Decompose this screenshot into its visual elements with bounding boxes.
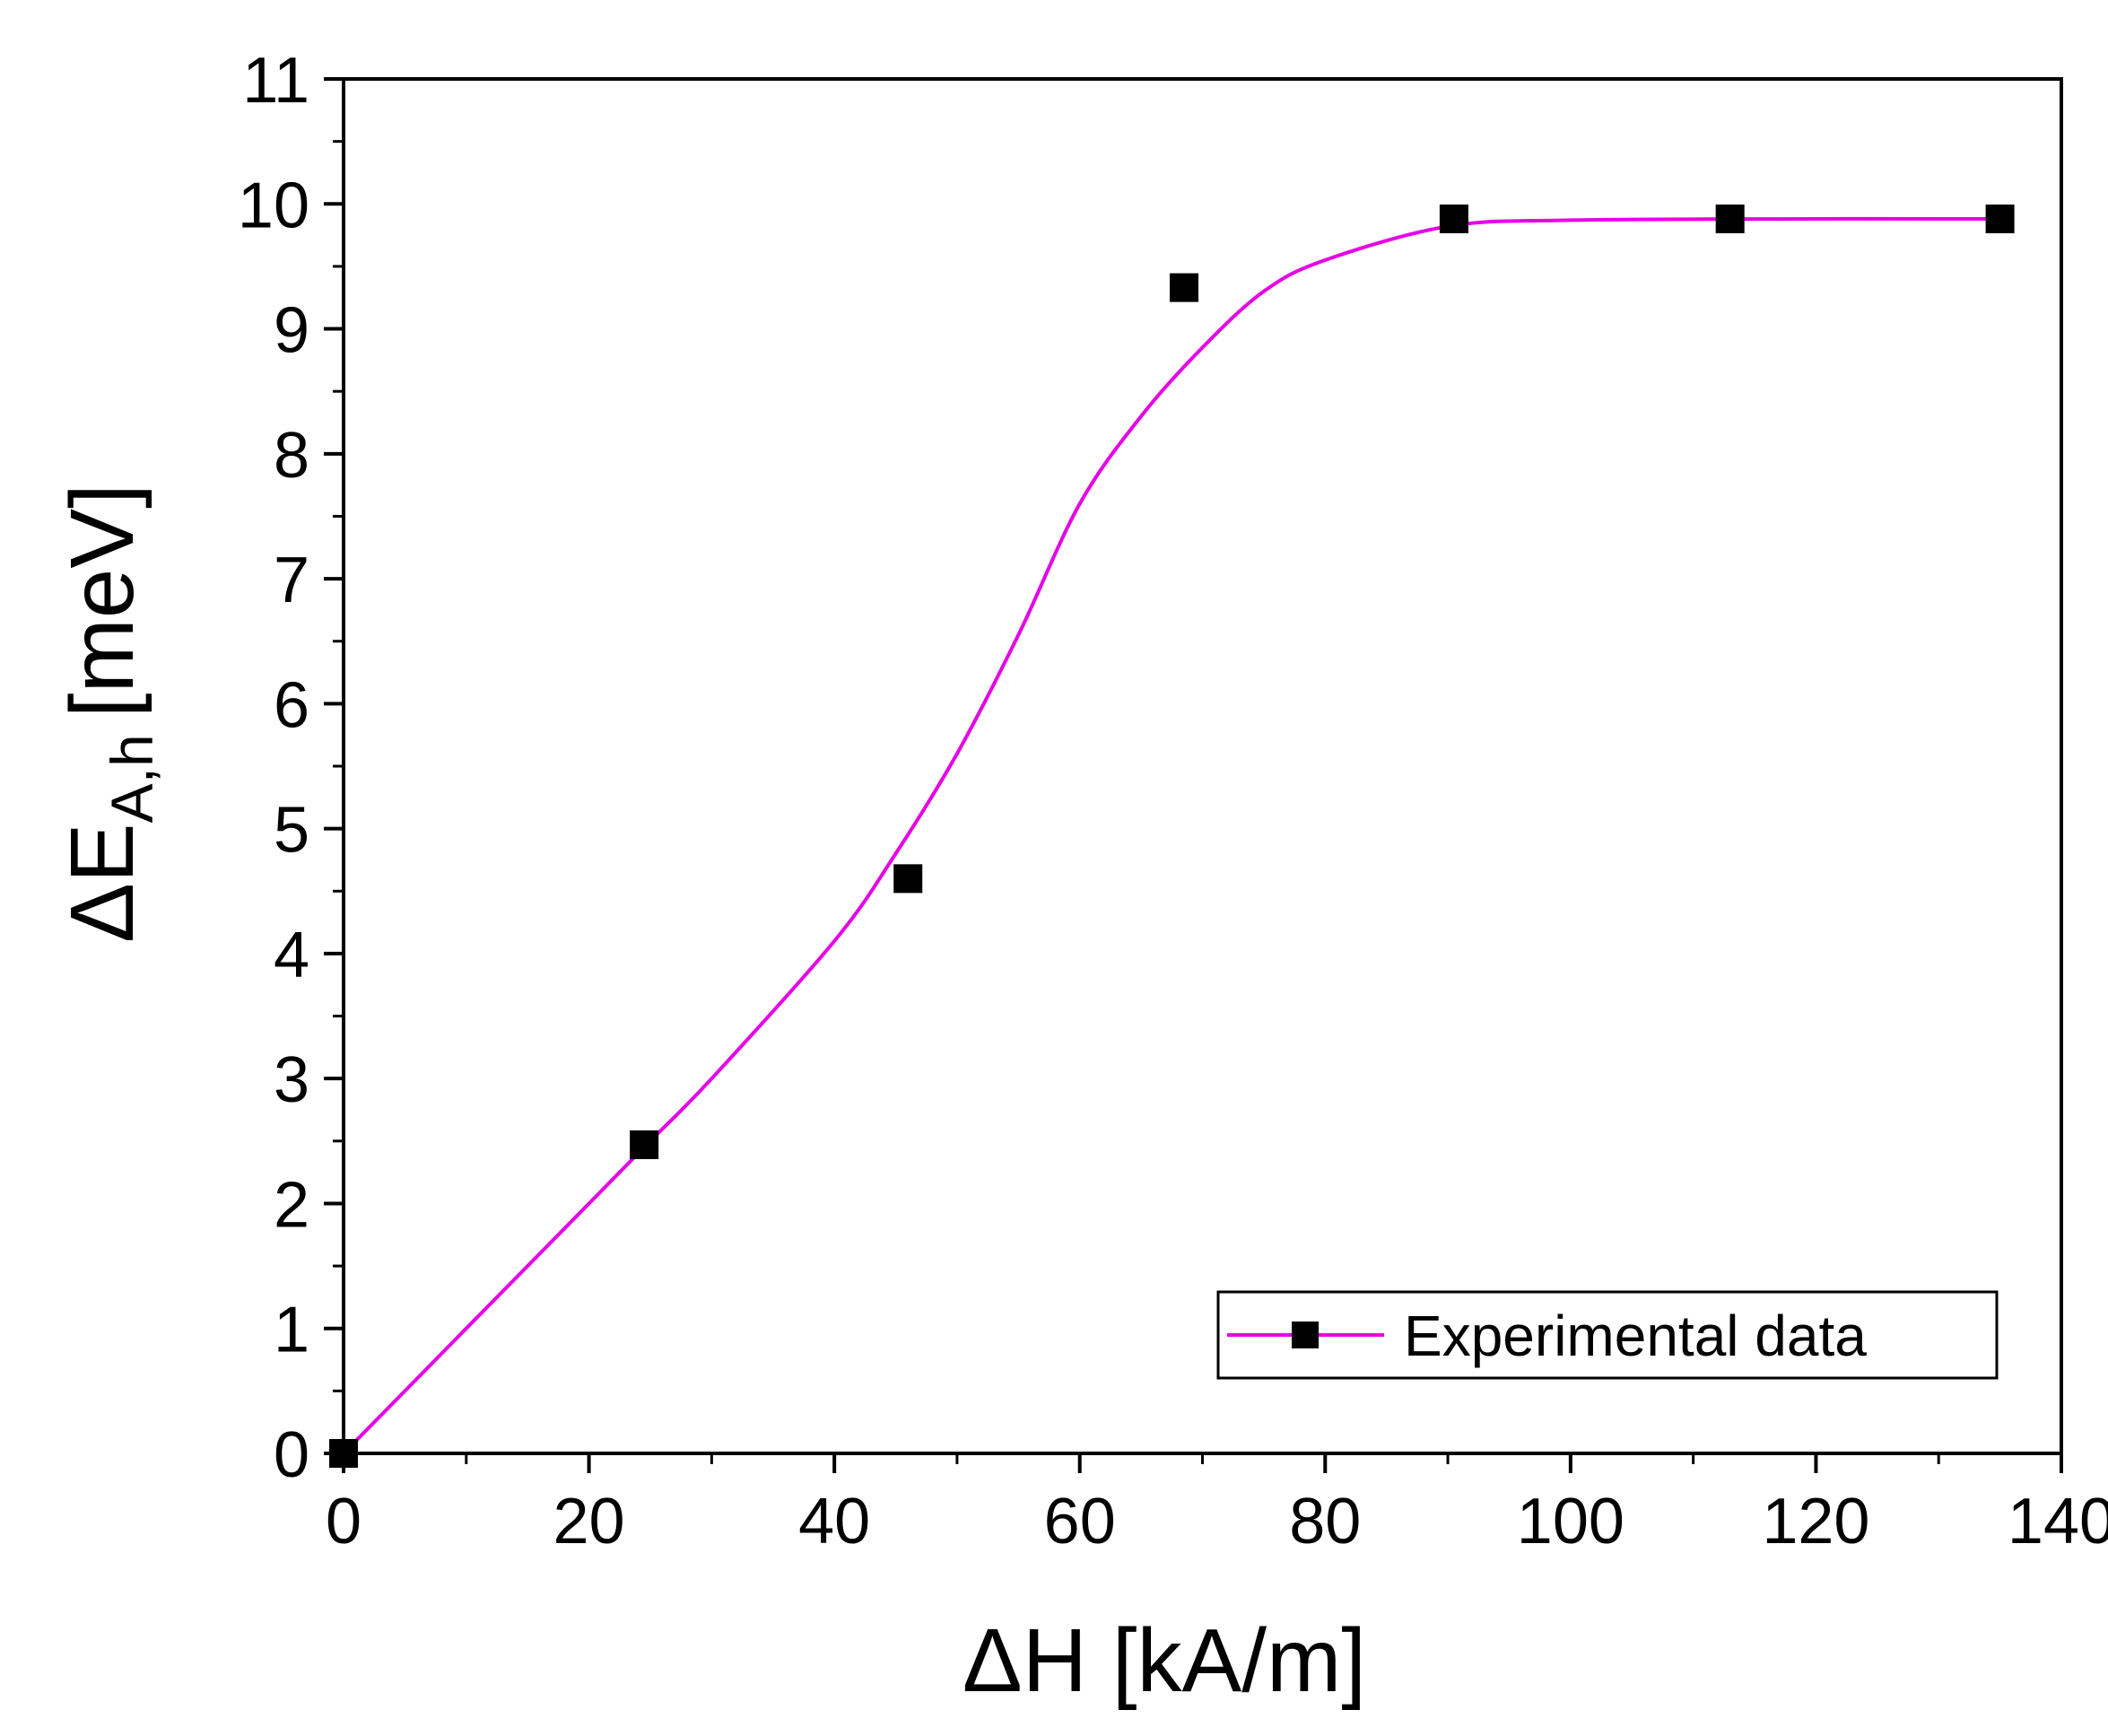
x-tick-label-0: 0 xyxy=(326,1486,361,1557)
x-tick-label-5: 100 xyxy=(1517,1486,1625,1557)
x-tick-label-7: 140 xyxy=(2008,1486,2108,1557)
y-tick-label-4: 4 xyxy=(274,920,309,991)
y-tick-label-1: 1 xyxy=(274,1295,309,1366)
data-point-4 xyxy=(1440,205,1468,233)
y-tick-label-8: 8 xyxy=(274,420,309,492)
y-tick-label-0: 0 xyxy=(274,1419,309,1491)
data-point-1 xyxy=(630,1130,658,1159)
y-tick-label-3: 3 xyxy=(274,1044,309,1116)
x-axis-title: ΔH [kA/m] xyxy=(963,1610,1366,1711)
x-tick-label-2: 40 xyxy=(798,1486,870,1557)
x-tick-label-6: 120 xyxy=(1762,1486,1869,1557)
y-tick-label-2: 2 xyxy=(274,1169,309,1241)
y-tick-label-7: 7 xyxy=(274,545,309,616)
fit-curve-line xyxy=(344,219,2000,1453)
y-axis-title: ΔEA,h [meV] xyxy=(52,484,165,943)
data-point-2 xyxy=(893,864,922,893)
x-tick-label-4: 80 xyxy=(1289,1486,1361,1557)
y-tick-label-11: 11 xyxy=(242,45,309,117)
plot-frame xyxy=(344,79,2061,1453)
x-tick-label-1: 20 xyxy=(553,1486,625,1557)
y-axis-title-unit: [meV] xyxy=(52,484,152,718)
y-tick-label-6: 6 xyxy=(274,669,309,741)
legend-marker-sample xyxy=(1292,1322,1319,1348)
y-axis-title-main: ΔE xyxy=(52,823,152,943)
y-tick-label-5: 5 xyxy=(274,795,309,867)
data-point-3 xyxy=(1170,274,1198,302)
legend-label: Experimental data xyxy=(1404,1304,1867,1368)
data-point-5 xyxy=(1716,205,1745,233)
data-point-6 xyxy=(1986,205,2015,233)
plot-area: 0 20 40 60 80 100 120 140 0 1 2 3 4 5 6 7 8 9 10 11 Experime… xyxy=(238,45,2108,1557)
y-axis-title-sub: A,h xyxy=(99,734,165,823)
data-point-0 xyxy=(329,1439,358,1468)
x-tick-label-3: 60 xyxy=(1044,1486,1116,1557)
y-tick-label-10: 10 xyxy=(238,170,309,241)
y-tick-label-9: 9 xyxy=(274,295,309,367)
